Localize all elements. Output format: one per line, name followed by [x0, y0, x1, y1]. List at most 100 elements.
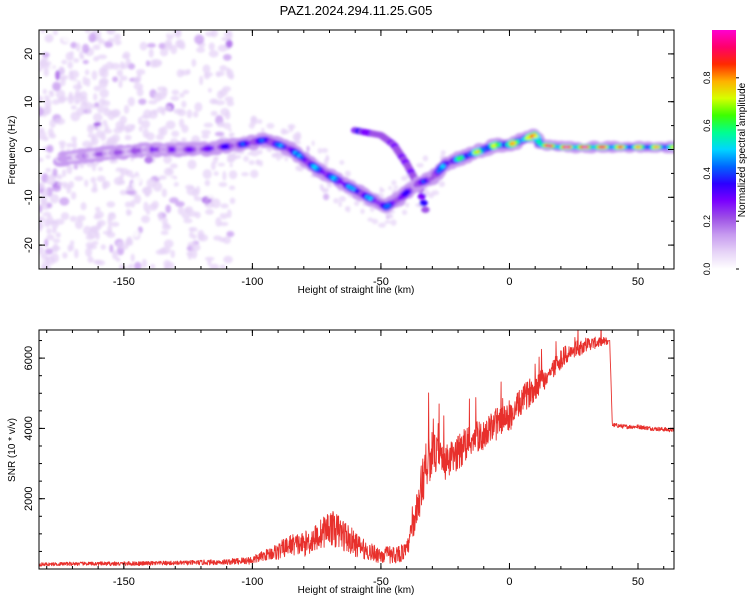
spectrogram-noise-blob [65, 142, 74, 148]
spectrogram-noise-blob [148, 99, 158, 105]
spectrogram-noise-blob [91, 70, 98, 81]
spectrogram-noise-blob [196, 47, 206, 53]
spectrogram-noise-blob [179, 42, 186, 50]
spectrogram-noise-blob [50, 253, 60, 263]
spectrogram-noise-blob [73, 58, 80, 63]
spectrogram-noise-blob [219, 65, 228, 72]
spectrogram-noise-blob [39, 157, 44, 162]
spectrogram-noise-blob [143, 109, 152, 119]
spectrogram-noise-blob [97, 219, 106, 227]
snr-frame [38, 329, 675, 570]
spectrogram-noise-blob [339, 160, 345, 165]
spectrogram-noise-blob [49, 119, 56, 128]
spectrogram-noise-blob [194, 102, 203, 112]
spectrogram-noise-blob [97, 166, 103, 172]
colorbar-ticks: 0.0 0.2 0.4 0.6 0.8 [702, 72, 739, 275]
snr-y-axis-label: SNR (10 * v/v) [7, 418, 18, 482]
spectrogram-noise-blob [261, 127, 265, 133]
spectrogram-noise-blob [121, 261, 131, 268]
spectrogram-noise-blob [222, 236, 231, 245]
spectrogram-noise-blob [218, 182, 228, 188]
spectrogram-noise-blob [74, 248, 79, 259]
spectrogram-noise-blob [124, 201, 132, 208]
spectrogram-noise-blob [416, 163, 424, 168]
spectrogram-noise-blob [266, 122, 275, 129]
spectrogram-noise-blob [94, 206, 101, 212]
spectrogram-noise-blob [422, 155, 429, 162]
spectrogram-branch-mark [419, 199, 428, 207]
spectrogram-noise-blob [169, 177, 175, 187]
spectrogram-noise-blob [188, 227, 194, 232]
spectrogram-noise-blob [40, 30, 46, 34]
spectrogram-noise-blob [86, 124, 94, 134]
spectrogram-noise-blob [55, 117, 66, 125]
spectrogram-noise-blob [92, 113, 103, 123]
spectrogram-ridge-mark [670, 145, 674, 149]
spectrogram-noise-blob [133, 176, 142, 185]
spectrogram-noise-blob [52, 238, 61, 244]
y-tick-label: 6000 [23, 346, 35, 370]
spectrogram-noise-blob [107, 30, 113, 33]
spectrogram-noise-blob [58, 140, 66, 146]
snr-y-ticks: 2000 4000 6000 [23, 340, 674, 570]
spectrogram-noise-blob [39, 106, 44, 117]
spectrogram-noise-blob [56, 174, 63, 180]
spectrogram-noise-blob [400, 175, 408, 181]
spectrogram-noise-blob [82, 140, 92, 148]
spectrogram-noise-blob [115, 120, 125, 130]
spectrogram-noise-blob [46, 202, 53, 209]
x-tick-label: 0 [506, 276, 512, 288]
spectrogram-noise-blob [155, 168, 162, 178]
spectrogram-noise-blob [207, 259, 212, 266]
spectrogram-noise-blob [202, 64, 211, 74]
spectrogram-noise-blob [127, 90, 133, 98]
spectrogram-noise-blob [121, 54, 130, 59]
spectrogram-noise-blob [79, 91, 88, 99]
spectrogram-noise-blob [371, 218, 379, 225]
spectrogram-noise-blob [129, 263, 134, 269]
spectrogram-noise-blob [222, 170, 227, 181]
spectrogram-noise-blob [125, 190, 136, 195]
spectrogram-noise-blob [85, 241, 94, 249]
spectrogram-noise-blob [218, 221, 229, 227]
spectrogram-noise-blob [181, 212, 191, 220]
spectrogram-noise-blob [338, 196, 347, 202]
spectrogram-noise-blob [211, 99, 217, 104]
spectrogram-x-axis-label: Height of straight line (km) [298, 285, 415, 296]
spectrogram-noise-blob [228, 185, 236, 191]
spectrogram-noise-blob [226, 67, 231, 76]
spectrogram-noise-blob [171, 130, 180, 137]
spectrogram-noise-blob [440, 150, 446, 155]
spectrogram-noise-blob [44, 238, 49, 248]
spectrogram-noise-blob [66, 187, 72, 194]
spectrogram-noise-blob [163, 239, 174, 248]
spectrogram-noise-blob [84, 69, 90, 76]
spectrogram-noise-blob [230, 132, 235, 137]
spectrogram-noise-blob [204, 179, 211, 187]
spectrogram-noise-blob [133, 194, 142, 204]
spectrogram-noise-blob [147, 43, 156, 48]
spectrogram-noise-blob [123, 104, 130, 114]
spectrogram-noise-blob [386, 214, 394, 219]
y-tick-label: 0 [23, 146, 35, 152]
spectrogram-noise-blob [164, 105, 172, 112]
spectrogram-noise-blob [208, 42, 215, 51]
spectrogram-noise-blob [70, 105, 77, 110]
spectrogram-noise-blob [258, 149, 263, 155]
spectrogram-noise-blob [153, 92, 163, 102]
spectrogram-noise-blob [79, 50, 84, 59]
spectrogram-noise-blob [95, 30, 102, 39]
spectrogram-noise-blob [229, 73, 235, 80]
spectrogram-noise-blob [62, 34, 72, 43]
spectrogram-noise-blob [322, 188, 328, 194]
x-tick-label: 50 [632, 276, 644, 288]
spectrogram-noise-blob [67, 61, 74, 69]
spectrogram-noise-blob [226, 230, 235, 238]
spectrogram-noise-blob [103, 41, 114, 48]
spectrogram-noise-blob [391, 180, 397, 186]
spectrogram-noise-blob [72, 141, 77, 150]
snr-panel: -150 -100 -50 0 50 2000 4000 6000 Height of st… [7, 329, 675, 596]
spectrogram-noise-blob [46, 144, 54, 153]
spectrogram-noise-blob [323, 193, 330, 201]
